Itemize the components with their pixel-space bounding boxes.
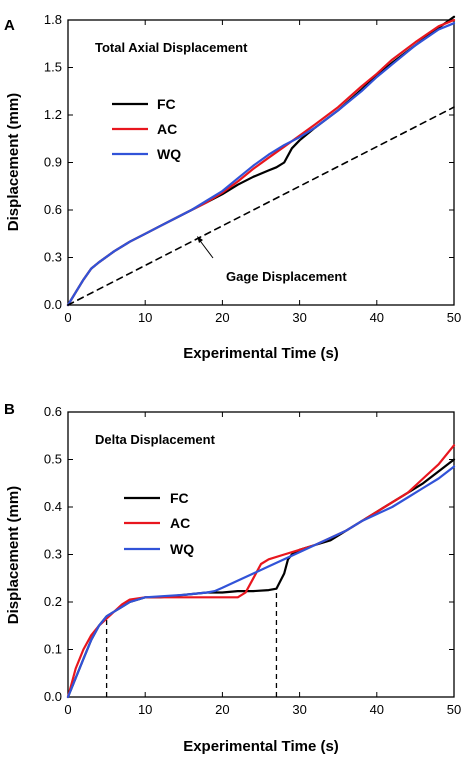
legend-a-wq-label: WQ: [157, 146, 181, 162]
panel-b-series-wq: [66, 465, 456, 699]
panel-a-xtick-label: 50: [447, 310, 461, 325]
panel-b-ytick-label: 0.0: [44, 689, 62, 704]
panel-a-series-wq: [66, 22, 456, 307]
panel-a-ytick-label: 0.0: [44, 297, 62, 312]
panel-b-legend: FC AC WQ: [124, 490, 194, 557]
panel-b-ytick-label: 0.4: [44, 499, 62, 514]
panel-b-xtick-label: 50: [447, 702, 461, 717]
panel-a-xtick-label: 30: [292, 310, 306, 325]
panel-b-ylabel: Displacement (mm): [5, 486, 22, 624]
panel-b-xtick-label: 0: [64, 702, 71, 717]
panel-b-xtick-label: 40: [370, 702, 384, 717]
panel-b-ytick-label: 0.3: [44, 547, 62, 562]
legend-a-fc-label: FC: [157, 96, 176, 112]
panel-a-series-ac: [66, 18, 456, 307]
panel-b-ticks: 0 10 20 30 40 50 0.0 0.1 0.2 0.3 0.4 0.5 0.6: [44, 404, 461, 717]
panel-a-legend: FC AC WQ: [112, 96, 181, 162]
panel-b-xlabel: Experimental Time (s): [183, 738, 339, 755]
panel-a-ytick-label: 1.5: [44, 60, 62, 75]
panel-b-title: Delta Displacement: [95, 432, 216, 447]
panel-a-ytick-label: 0.6: [44, 202, 62, 217]
panel-b-xtick-label: 20: [215, 702, 229, 717]
panel-a-xtick-label: 20: [215, 310, 229, 325]
panel-a-xlabel: Experimental Time (s): [183, 345, 339, 362]
panel-b-ytick-label: 0.2: [44, 594, 62, 609]
panel-a-ytick-label: 0.3: [44, 250, 62, 265]
panel-b-ytick-label: 0.1: [44, 642, 62, 657]
panel-a-xtick-label: 10: [138, 310, 152, 325]
panel-a-series-gage-displacement: [67, 106, 455, 306]
gage-arrow-head: [197, 236, 203, 243]
legend-b-fc-label: FC: [170, 490, 189, 506]
panel-b-plot-frame: [67, 411, 455, 698]
panel-b-series-ac: [66, 444, 456, 699]
panel-a-ytick-label: 0.9: [44, 155, 62, 170]
panel-b-ytick-label: 0.6: [44, 404, 62, 419]
panel-a-ylabel: Displacement (mm): [5, 93, 22, 231]
gage-annotation-label: Gage Displacement: [226, 269, 347, 284]
panel-a-ytick-label: 1.8: [44, 12, 62, 27]
panel-b-series-fc: [66, 458, 456, 699]
panel-b-xtick-label: 30: [292, 702, 306, 717]
panel-b-ytick-label: 0.5: [44, 452, 62, 467]
panel-b-series: [66, 444, 456, 699]
panel-b-xtick-label: 10: [138, 702, 152, 717]
panel-a-xtick-label: 40: [370, 310, 384, 325]
legend-b-ac-label: AC: [170, 515, 190, 531]
panel-b: B Delta Displacement Displacement (mm) E…: [4, 401, 461, 755]
panel-a-ytick-label: 1.2: [44, 107, 62, 122]
panel-a: A Total Axial Displacement Displacement …: [4, 12, 461, 362]
gage-annotation: Gage Displacement: [197, 236, 347, 284]
panel-a-title: Total Axial Displacement: [95, 40, 248, 55]
panel-b-letter: B: [4, 401, 15, 418]
legend-b-wq-label: WQ: [170, 541, 194, 557]
panel-a-ticks: 0 10 20 30 40 50 0.0 0.3 0.6 0.9 1.2 1.5 1.8: [44, 12, 461, 325]
panel-a-xtick-label: 0: [64, 310, 71, 325]
panel-a-letter: A: [4, 17, 15, 34]
panel-a-series: [66, 15, 456, 307]
legend-a-ac-label: AC: [157, 121, 177, 137]
